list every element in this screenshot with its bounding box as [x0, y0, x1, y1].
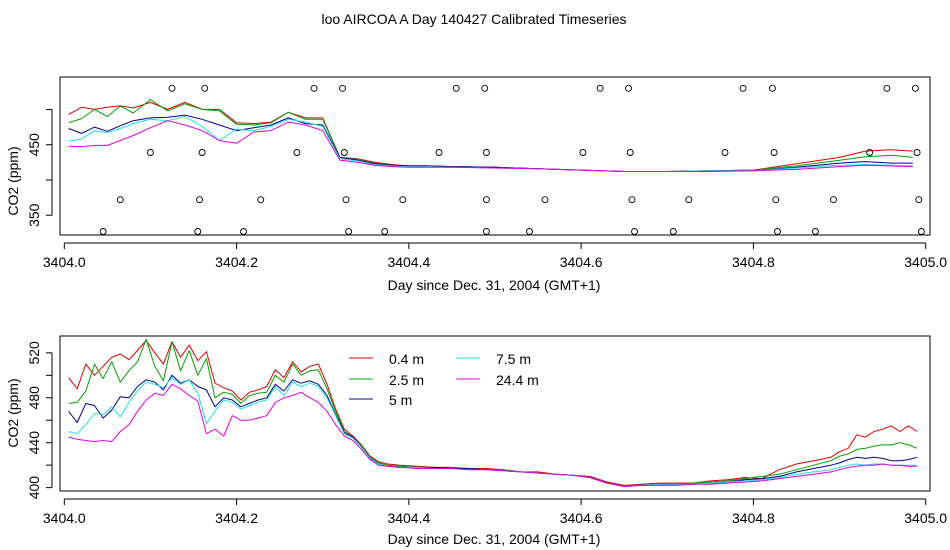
top-marker-point — [482, 228, 490, 235]
top-marker-point — [625, 84, 632, 92]
top-x-axis-label: Day since Dec. 31, 2004 (GMT+1) — [388, 277, 601, 293]
top-marker-point — [168, 84, 176, 92]
top-marker-point — [866, 149, 874, 156]
bottom-series-line-7-5-m — [68, 377, 918, 487]
top-x-tick-label: 3404.6 — [560, 254, 603, 270]
top-x-tick-label: 3405.0 — [904, 254, 947, 270]
top-marker-point — [435, 149, 443, 156]
top-marker-point — [772, 196, 780, 204]
top-marker-point — [345, 228, 353, 235]
top-marker-point — [481, 84, 489, 92]
top-x-axis: 3404.0 3404.2 3404.4 3404.6 3404.8 3405.0 — [43, 242, 947, 270]
top-marker-point — [685, 196, 693, 204]
top-marker-point — [293, 149, 301, 156]
legend: 0.4 m 2.5 m 5 m 7.5 m 24.4 m — [349, 351, 539, 408]
bottom-y-tick-label: 400 — [26, 476, 42, 500]
top-marker-point — [198, 149, 206, 156]
top-marker-point — [911, 84, 919, 92]
top-series-line-7-5-m — [68, 116, 913, 172]
top-marker-point — [596, 84, 604, 92]
top-marker-point — [146, 149, 154, 156]
top-marker-point — [194, 228, 202, 235]
top-marker-point — [526, 228, 533, 235]
bottom-series-lines — [68, 338, 918, 487]
bottom-x-tick-label: 3404.6 — [560, 510, 603, 526]
top-marker-point — [628, 196, 636, 204]
bottom-y-axis: 400 440 480 520 — [26, 341, 53, 500]
bottom-series-line-0-4-m — [68, 340, 918, 486]
top-marker-point — [830, 196, 837, 204]
top-marker-point — [915, 196, 923, 204]
top-marker-point — [913, 149, 921, 156]
bottom-x-tick-label: 3404.0 — [43, 510, 86, 526]
bottom-series-line-24-4-m — [68, 383, 918, 487]
top-y-tick-label: 450 — [26, 133, 42, 157]
top-marker-point — [626, 149, 634, 156]
top-marker-point — [631, 228, 638, 235]
top-series-line-5-m — [68, 114, 913, 172]
top-marker-point — [482, 149, 490, 156]
legend-label-7-5m: 7.5 m — [496, 351, 531, 367]
top-y-axis: 350 450 — [26, 108, 53, 227]
top-series-line-2-5-m — [68, 99, 913, 172]
bottom-x-tick-label: 3404.8 — [732, 510, 775, 526]
bottom-x-axis-label: Day since Dec. 31, 2004 (GMT+1) — [388, 531, 601, 547]
bottom-series-line-2-5-m — [68, 338, 918, 487]
top-marker-point — [257, 196, 265, 204]
bottom-x-tick-label: 3404.4 — [387, 510, 430, 526]
top-marker-point — [381, 228, 389, 235]
top-marker-point — [340, 149, 348, 156]
chart-title: loo AIRCOA A Day 140427 Calibrated Times… — [321, 11, 626, 27]
bottom-y-axis-label: CO2 (ppm) — [5, 378, 21, 447]
legend-label-0-4m: 0.4 m — [389, 351, 424, 367]
top-marker-point — [768, 84, 776, 92]
top-marker-point — [579, 149, 587, 156]
top-y-tick-label: 350 — [26, 203, 42, 227]
bottom-y-tick-label: 440 — [26, 431, 42, 455]
top-y-axis-label: CO2 (ppm) — [5, 146, 21, 215]
top-marker-point — [721, 149, 729, 156]
bottom-plot-frame — [59, 335, 931, 492]
top-marker-point — [201, 84, 209, 92]
top-x-tick-label: 3404.2 — [215, 254, 258, 270]
top-series-line-24-4-m — [68, 120, 913, 172]
top-x-tick-label: 3404.4 — [387, 254, 430, 270]
top-x-tick-label: 3404.8 — [732, 254, 775, 270]
top-marker-point — [669, 228, 677, 235]
top-marker-point — [342, 196, 350, 204]
top-marker-point — [310, 84, 318, 92]
top-marker-point — [116, 196, 124, 204]
top-marker-point — [339, 84, 346, 92]
legend-label-5m: 5 m — [389, 392, 412, 408]
legend-label-24-4m: 24.4 m — [496, 372, 539, 388]
top-marker-point — [811, 228, 819, 235]
top-marker-point — [739, 84, 747, 92]
bottom-x-axis: 3404.0 3404.2 3404.4 3404.6 3404.8 3405.0 — [43, 498, 947, 526]
top-marker-point — [196, 196, 203, 204]
top-marker-point — [399, 196, 407, 204]
bottom-y-tick-label: 520 — [26, 341, 42, 365]
bottom-y-tick-label: 480 — [26, 386, 42, 410]
top-marker-point — [883, 84, 891, 92]
legend-label-2-5m: 2.5 m — [389, 372, 424, 388]
bottom-x-tick-label: 3405.0 — [904, 510, 947, 526]
top-marker-point — [452, 84, 460, 92]
top-plot-frame — [59, 76, 931, 236]
top-markers — [99, 84, 925, 235]
top-marker-point — [99, 228, 107, 235]
top-series-line-0-4-m — [68, 101, 913, 172]
bottom-x-tick-label: 3404.2 — [215, 510, 258, 526]
top-marker-point — [541, 196, 549, 204]
top-marker-point — [917, 228, 925, 235]
top-x-tick-label: 3404.0 — [43, 254, 86, 270]
top-marker-point — [774, 228, 781, 235]
top-marker-point — [770, 149, 778, 156]
top-marker-point — [482, 196, 490, 204]
top-marker-point — [240, 228, 247, 235]
top-series-lines — [68, 99, 913, 172]
